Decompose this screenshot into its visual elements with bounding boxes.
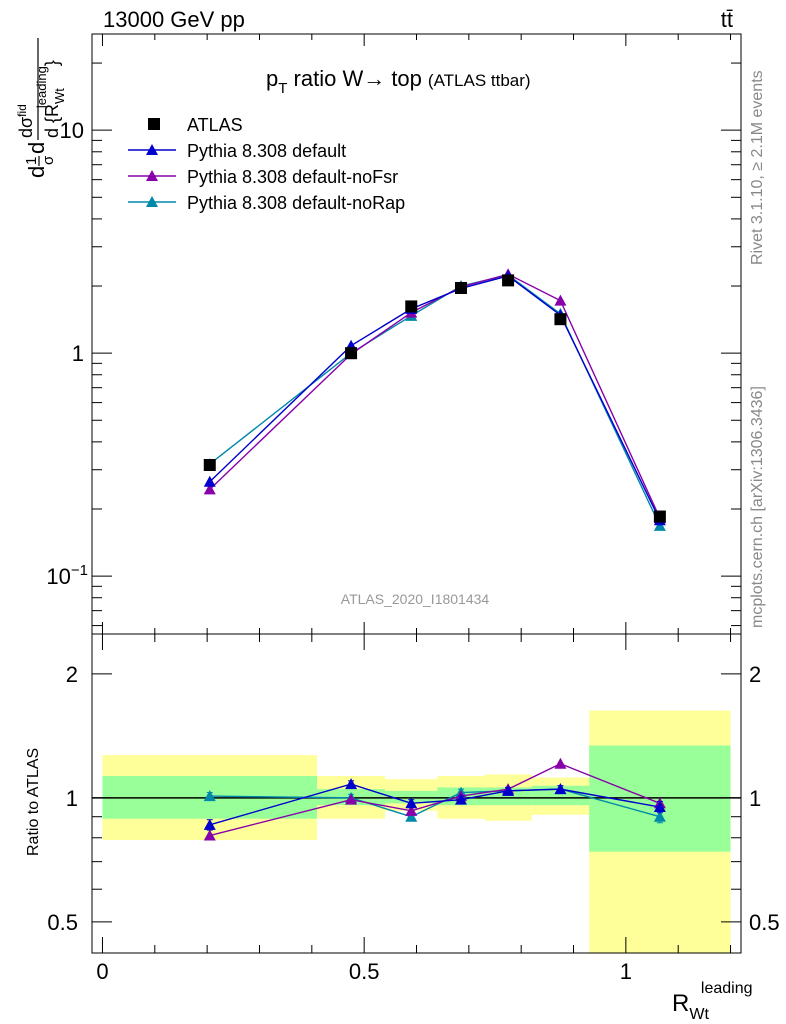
- band-inner: [531, 785, 590, 806]
- series-line: [209, 274, 661, 527]
- x-tick-label: 1: [620, 959, 632, 984]
- x-tick-label: 0: [96, 959, 108, 984]
- ratio-marker: [502, 784, 515, 796]
- ratio-y-tick-label: 2: [66, 662, 78, 687]
- analysis-watermark: ATLAS_2020_I1801434: [341, 591, 490, 607]
- x-tick-label: 0.5: [349, 959, 380, 984]
- svg-text:σ: σ: [40, 155, 57, 165]
- legend-label: Pythia 8.308 default-noFsr: [187, 167, 398, 187]
- legend: ATLAS Pythia 8.308 default Pythia 8.308 de…: [128, 115, 405, 213]
- legend-marker: [146, 144, 158, 155]
- legend-label: ATLAS: [187, 115, 243, 135]
- x-axis-label: RWtleading: [672, 980, 753, 1023]
- main-y-label: d 1 σ d dσfid d {RWtleading}: [15, 38, 67, 178]
- ratio-y-label: Ratio to ATLAS: [25, 748, 42, 856]
- header-left: 13000 GeV pp: [103, 7, 245, 32]
- atlas-data-point: [203, 459, 216, 472]
- mc-marker: [203, 483, 216, 495]
- mcplots-label: mcplots.cern.ch [arXiv:1306.3436]: [749, 386, 766, 628]
- series-line: [209, 273, 661, 519]
- ratio-marker: [345, 778, 358, 790]
- svg-text:dσfid: dσfid: [15, 104, 36, 138]
- legend-marker: [146, 196, 158, 207]
- legend-marker: [148, 118, 160, 130]
- main-series: [203, 268, 666, 531]
- series-line: [209, 275, 661, 521]
- y-tick-label: 10−1: [46, 562, 88, 589]
- svg-text:d {RWtleading}: d {RWtleading}: [34, 60, 67, 138]
- rivet-label: Rivet 3.1.10, ≥ 2.1M events: [749, 70, 766, 265]
- ratio-marker: [554, 783, 567, 795]
- ratio-y-tick-label-right: 0.5: [749, 910, 780, 935]
- ratio-y-tick-label: 0.5: [47, 910, 78, 935]
- ratio-marker: [203, 790, 216, 802]
- ratio-marker: [454, 793, 467, 805]
- ratio-marker: [345, 793, 358, 805]
- atlas-data-point: [454, 281, 467, 294]
- ratio-marker: [554, 757, 567, 769]
- svg-text:1: 1: [23, 157, 40, 165]
- main-axis-ticks: 10−1 1 10: [46, 34, 741, 634]
- ratio-y-tick-label-right: 1: [749, 786, 761, 811]
- ratio-y-tick-label-right: 2: [749, 662, 761, 687]
- svg-text:d: d: [24, 142, 49, 154]
- y-tick-label: 10: [60, 118, 84, 143]
- band-inner: [385, 790, 438, 804]
- header-right: tt̄: [721, 7, 733, 32]
- legend-marker: [146, 170, 158, 181]
- mc-marker: [554, 294, 567, 306]
- atlas-data-point: [554, 313, 567, 326]
- ratio-uncertainty-bands: [102, 710, 731, 953]
- y-tick-label: 1: [72, 341, 84, 366]
- ratio-marker: [203, 818, 216, 830]
- ratio-y-tick-label: 1: [66, 786, 78, 811]
- mc-marker: [653, 519, 666, 531]
- ratio-axis-ticks: 0.5 0.5 1 1 2 2 0 0.5 1: [47, 634, 780, 984]
- legend-label: Pythia 8.308 default-noRap: [187, 193, 405, 213]
- chart-title: pT ratio W→ top (ATLAS ttbar): [266, 66, 531, 97]
- svg-text:d: d: [24, 166, 49, 178]
- ratio-marker: [653, 801, 666, 813]
- atlas-data-point: [345, 347, 358, 360]
- ratio-marker: [405, 810, 418, 822]
- atlas-data-point: [653, 510, 666, 523]
- ratio-marker: [405, 804, 418, 816]
- mc-marker: [203, 475, 216, 487]
- ratio-marker: [203, 829, 216, 841]
- ratio-series: [203, 757, 666, 841]
- atlas-data-point: [405, 300, 418, 313]
- atlas-data-point: [502, 274, 515, 287]
- legend-label: Pythia 8.308 default: [187, 141, 346, 161]
- ratio-marker: [405, 797, 418, 809]
- ratio-marker: [653, 810, 666, 822]
